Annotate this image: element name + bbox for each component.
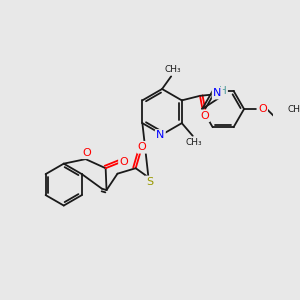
Text: O: O: [138, 142, 146, 152]
Text: CH₃: CH₃: [288, 105, 300, 114]
Text: CH₃: CH₃: [165, 65, 181, 74]
Text: S: S: [146, 177, 153, 187]
Text: H: H: [219, 86, 227, 96]
Text: N: N: [156, 130, 164, 140]
Text: O: O: [258, 104, 267, 114]
Text: CH₃: CH₃: [185, 138, 202, 147]
Text: O: O: [119, 157, 128, 167]
Text: O: O: [200, 111, 209, 121]
Text: O: O: [82, 148, 91, 158]
Text: N: N: [213, 88, 221, 98]
